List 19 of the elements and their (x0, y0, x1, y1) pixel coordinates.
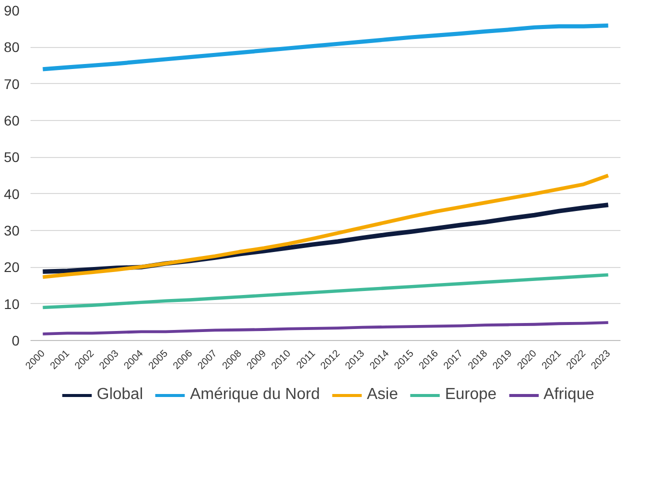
y-tick-label: 70 (4, 76, 20, 92)
y-tick-label: 90 (4, 2, 20, 18)
y-tick-label: 30 (4, 222, 20, 238)
y-tick-label: 10 (4, 296, 20, 312)
legend-label: Europe (444, 386, 497, 404)
y-tick-label: 60 (4, 112, 20, 128)
line-series (41, 321, 610, 336)
legend-label: Afrique (544, 386, 594, 404)
y-tick-label: 40 (4, 186, 20, 202)
y-tick-label: 50 (4, 149, 20, 166)
legend-label: Amérique du Nord (190, 386, 320, 404)
legend-label: Asie (366, 386, 398, 404)
line-series (40, 23, 610, 72)
line-series (41, 273, 610, 310)
legend-label: Global (96, 386, 143, 404)
y-tick-label: 0 (12, 332, 20, 348)
y-tick-label: 20 (4, 259, 20, 276)
line-series (40, 174, 610, 279)
y-tick-label: 80 (4, 39, 20, 56)
